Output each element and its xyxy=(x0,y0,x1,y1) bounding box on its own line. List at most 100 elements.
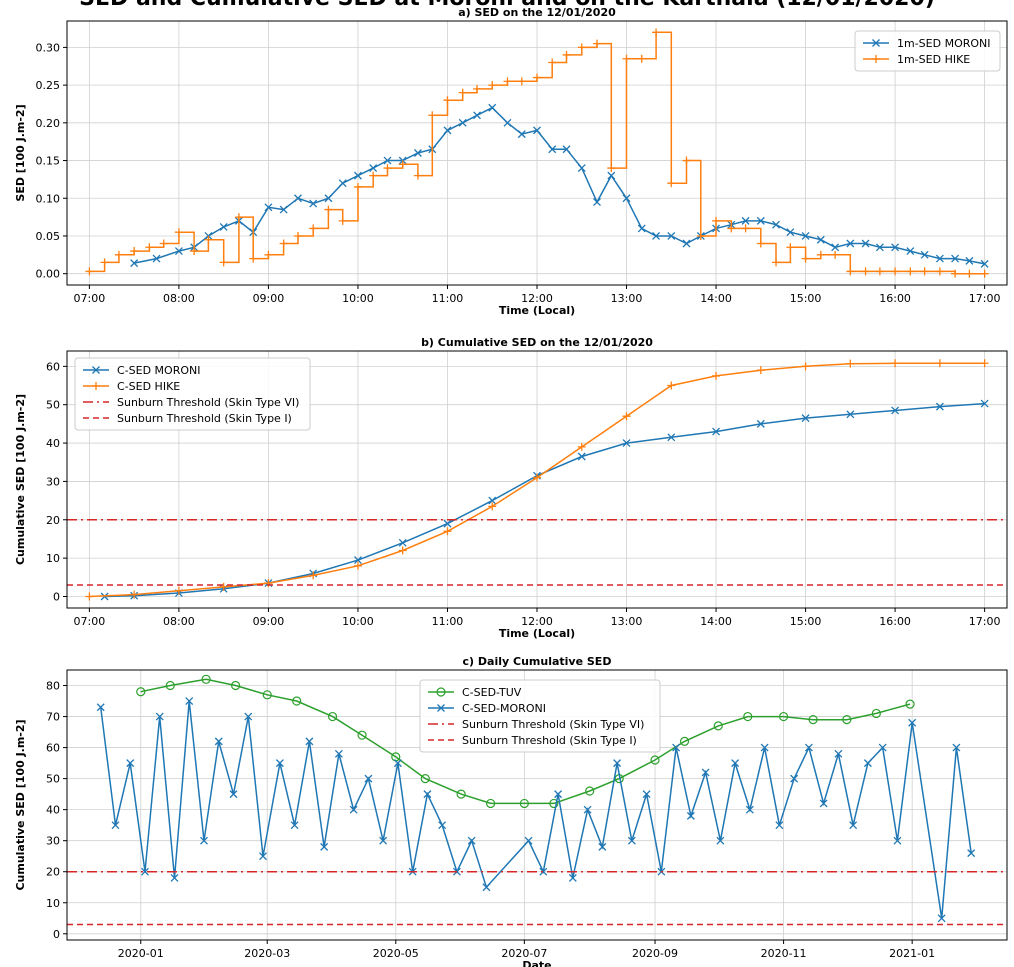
x-marker xyxy=(967,849,976,858)
series-line xyxy=(140,678,911,805)
plus-marker xyxy=(562,50,571,59)
plus-marker xyxy=(652,28,661,37)
plot-area xyxy=(85,28,989,278)
x-tick-label: 17:00 xyxy=(969,615,1001,628)
y-tick-label: 30 xyxy=(46,835,60,848)
circle-marker xyxy=(327,711,338,722)
x-marker xyxy=(804,743,813,752)
plus-marker xyxy=(190,247,199,256)
chart-panel-c: 2020-01 2020-03 2020-05 2020-07 2020-09 2020-… xyxy=(14,655,1008,967)
x-marker xyxy=(548,145,557,154)
x-marker xyxy=(701,768,710,777)
x-marker xyxy=(290,821,299,830)
y-tick-label: 50 xyxy=(46,399,60,412)
plus-marker xyxy=(473,84,482,93)
x-marker xyxy=(583,805,592,814)
x-marker xyxy=(244,712,253,721)
plus-marker xyxy=(548,58,557,67)
plus-marker xyxy=(727,224,736,233)
x-marker xyxy=(872,39,880,47)
circle-marker xyxy=(420,774,430,784)
plus-marker xyxy=(667,381,676,390)
plus-marker xyxy=(338,216,347,225)
x-marker xyxy=(349,805,358,814)
x-tick-label: 12:00 xyxy=(521,292,553,305)
plus-marker xyxy=(293,231,302,240)
y-tick-label: 0.05 xyxy=(36,230,61,243)
x-marker xyxy=(379,836,388,845)
x-marker xyxy=(672,743,681,752)
x-marker xyxy=(503,118,512,127)
legend-label: 1m-SED HIKE xyxy=(897,53,970,66)
x-marker xyxy=(264,203,273,212)
x-marker xyxy=(775,821,784,830)
plus-marker xyxy=(309,224,318,233)
y-tick-label: 10 xyxy=(46,552,60,565)
legend-item: 1m-SED HIKE xyxy=(863,53,970,66)
x-marker xyxy=(980,259,989,268)
legend-box xyxy=(74,357,311,431)
x-marker xyxy=(819,799,828,808)
x-marker xyxy=(437,704,445,712)
x-marker xyxy=(185,697,194,705)
x-marker xyxy=(772,220,780,229)
plus-marker xyxy=(756,366,765,375)
legend-item: C-SED MORONI xyxy=(83,364,200,377)
series-line xyxy=(133,106,985,265)
x-marker xyxy=(593,198,601,206)
x-marker xyxy=(488,496,497,505)
y-tick-label: 40 xyxy=(46,437,60,450)
plus-marker xyxy=(309,571,318,580)
x-marker xyxy=(413,149,422,157)
plus-marker xyxy=(503,77,512,86)
circle-marker xyxy=(201,674,211,684)
x-marker xyxy=(279,205,288,214)
chart-panel-b: 07:00 08:00 09:00 10:00 11:00 12:00 13:00 14:00… xyxy=(14,336,1008,640)
plus-marker xyxy=(772,258,781,267)
x-marker xyxy=(334,749,343,758)
plus-marker xyxy=(533,473,541,482)
plus-marker xyxy=(801,362,810,371)
plus-marker xyxy=(219,582,228,591)
x-marker xyxy=(745,805,754,814)
x-marker xyxy=(682,239,691,248)
x-marker xyxy=(353,171,362,180)
series-1m-sed-hike xyxy=(85,28,989,278)
plus-marker xyxy=(174,586,183,595)
x-marker xyxy=(878,743,887,752)
x-tick-label: 09:00 xyxy=(253,292,285,305)
plus-marker xyxy=(891,359,900,368)
x-marker xyxy=(467,836,476,845)
x-marker xyxy=(320,842,329,851)
x-marker xyxy=(443,126,452,135)
y-axis-label: Cumulative SED [100 J.m-2] xyxy=(14,719,27,890)
x-marker xyxy=(562,145,571,154)
x-marker xyxy=(568,873,577,882)
plus-marker xyxy=(428,111,437,120)
legend-label: Sunburn Threshold (Skin Type I) xyxy=(462,734,637,747)
x-marker xyxy=(952,743,961,752)
x-marker xyxy=(482,883,491,892)
x-tick-label: 14:00 xyxy=(700,615,732,628)
x-marker xyxy=(846,239,855,248)
y-tick-label: 0.10 xyxy=(36,192,61,205)
figure-title: SED and Cumulative SED at Moroni and on … xyxy=(0,0,1014,11)
x-marker xyxy=(875,243,884,252)
x-marker xyxy=(816,235,825,244)
x-marker xyxy=(369,164,378,173)
plot-area xyxy=(67,359,1007,601)
x-marker xyxy=(488,103,497,112)
x-marker xyxy=(214,737,223,746)
x-tick-label: 13:00 xyxy=(611,615,643,628)
plus-marker xyxy=(249,254,258,263)
y-tick-label: 60 xyxy=(46,742,60,755)
plus-marker xyxy=(159,239,168,248)
plus-marker xyxy=(517,77,526,86)
x-marker xyxy=(622,439,631,448)
x-marker xyxy=(577,164,586,173)
x-marker xyxy=(846,410,855,419)
x-marker xyxy=(130,259,139,268)
chart-panel-a: 07:00 08:00 09:00 10:00 11:00 12:00 13:00 14:00… xyxy=(14,6,1008,317)
plus-marker xyxy=(861,267,870,276)
